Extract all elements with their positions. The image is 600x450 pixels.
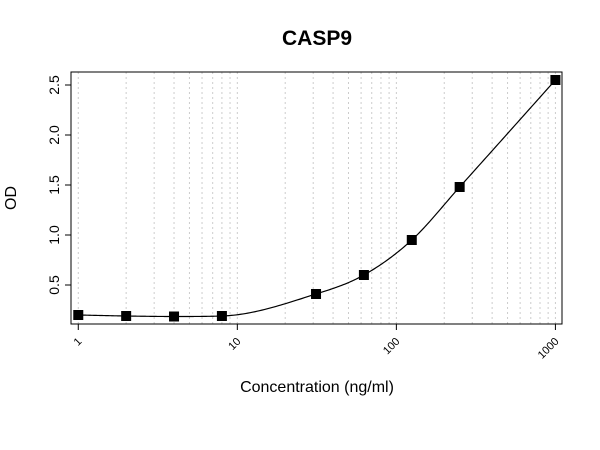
- x-tick-label: 10: [226, 336, 243, 353]
- y-tick-label: 2.0: [46, 125, 62, 145]
- x-tick-label: 1000: [536, 336, 562, 362]
- data-point: [550, 75, 561, 85]
- y-tick-label: 1.5: [46, 175, 62, 195]
- grid: [77, 72, 556, 324]
- x-axis: 1 10 100 1000: [72, 324, 562, 361]
- chart-title: CASP9: [282, 27, 352, 50]
- x-axis-label: Concentration (ng/ml): [240, 379, 394, 396]
- y-tick-label: 1.0: [46, 225, 62, 245]
- data-point: [121, 311, 132, 321]
- data-point: [169, 311, 180, 322]
- data-point: [73, 310, 84, 320]
- data-point: [358, 270, 369, 280]
- x-tick-label: 100: [381, 336, 402, 357]
- data-point: [406, 235, 417, 245]
- fit-curve: [78, 79, 556, 318]
- y-axis: 0.5 1.0 1.5 2.0 2.5: [46, 75, 71, 295]
- data-point: [454, 182, 465, 192]
- data-point: [216, 311, 227, 321]
- y-axis-label: OD: [3, 186, 20, 210]
- y-tick-label: 0.5: [46, 275, 62, 295]
- data-point: [311, 289, 322, 299]
- x-tick-label: 1: [72, 336, 85, 349]
- y-tick-label: 2.5: [46, 75, 62, 95]
- data-points: [73, 75, 561, 322]
- plot-frame: [70, 71, 563, 325]
